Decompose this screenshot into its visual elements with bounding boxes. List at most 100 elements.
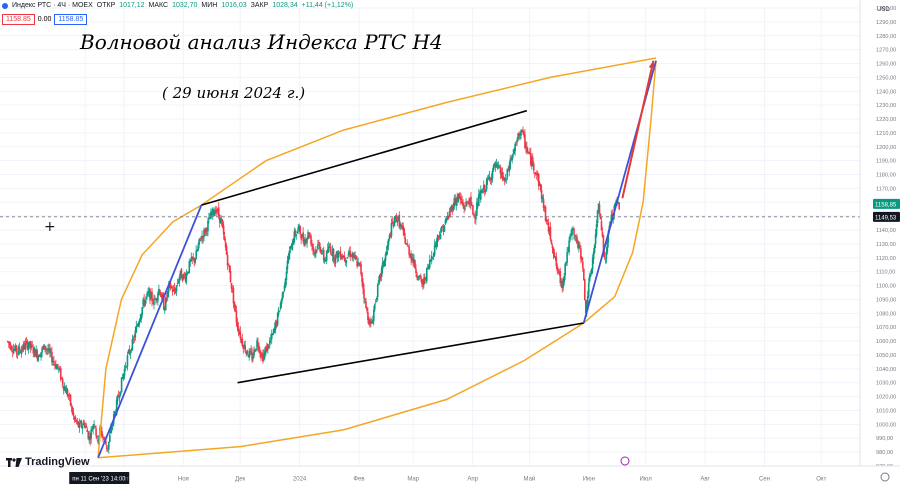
candle-body [343,255,346,260]
candle-body [579,244,581,247]
candle-body [373,309,375,321]
x-tick-label: Ноя [178,477,189,483]
candle-body [260,352,262,357]
candle-body [72,412,75,416]
candle-body [588,275,591,282]
candle-body [148,290,150,294]
candle-body [570,233,572,236]
candle-body [197,245,199,251]
candle-body [170,287,173,288]
candle-body [318,242,320,244]
candle-body [208,217,210,220]
candle-body [204,229,206,234]
candle-body [395,215,398,221]
candle-body [545,218,548,222]
candle-body [8,342,11,346]
candle-body [132,338,135,340]
candle-body [127,350,130,354]
candle-body [313,249,315,253]
sell-button[interactable]: 1158.85 [2,14,35,25]
candle-body [101,431,103,438]
candle-body [261,354,263,356]
y-tick-label: 1170,00 [876,186,896,192]
candle-body [476,202,478,216]
candle-body [304,238,306,245]
candle-body [115,399,118,415]
candle-body [508,166,511,172]
candle-body [437,235,440,237]
candle-body [207,220,209,232]
candle-body [86,429,89,432]
candle-body [217,207,220,217]
candle-body [320,253,323,254]
candle-body [448,211,451,217]
y-tick-label: 1080,00 [876,311,896,317]
candle-body [85,425,88,428]
currency-label: USD [877,7,890,13]
candle-body [531,157,534,163]
candle-body [187,271,190,273]
candle-body [338,253,341,255]
y-tick-label: 1110,00 [876,270,895,276]
x-tick-label: пн 11 Сен '23 14:00 [72,477,126,483]
candle-body [540,189,543,200]
candle-body [407,246,409,248]
candle-body [321,251,324,252]
candle-body [246,350,249,355]
candle-body [298,225,301,229]
candle-body [268,340,271,345]
candle-body [366,308,368,311]
candle-body [22,343,25,350]
candle-body [360,264,362,274]
candle-body [107,448,109,450]
candle-body [234,305,237,311]
candle-body [93,424,95,426]
candle-body [230,282,233,289]
candle-body [138,320,141,325]
candle-body [171,289,174,292]
candle-body [165,297,168,299]
candle-body [522,129,524,133]
settings-icon[interactable] [880,472,890,482]
candle-body [286,260,289,270]
y-tick-label: 1200,00 [876,145,896,151]
candle-body [163,309,166,311]
candle-body [477,201,479,206]
candle-body [236,321,239,328]
candle-body [606,240,609,252]
candle-body [529,152,531,154]
candle-body [257,341,259,347]
candle-body [439,233,442,239]
event-marker-icon[interactable] [620,456,630,466]
x-tick-label: Июл [640,477,653,483]
candle-body [250,350,252,354]
candle-body [195,250,197,260]
candle-body [152,302,154,304]
candle-body [166,291,169,297]
candle-body [592,251,595,260]
candle-body [348,252,351,255]
y-tick-label: 1010,00 [876,408,896,414]
time-axis-bg [0,466,900,488]
candle-body [412,257,414,263]
candle-body [331,249,334,257]
symbol-name[interactable]: Индекс РТС · 4Ч · MOEX [12,2,93,9]
candle-body [227,263,230,265]
high-value: 1032,70 [172,2,198,9]
candle-body [14,345,17,351]
candle-body [150,292,152,299]
candle-body [280,299,283,305]
y-tick-label: 1020,00 [876,395,896,401]
candle-body [211,213,213,215]
candle-body [24,342,27,350]
candle-body [289,245,292,249]
candle-body [41,347,43,353]
candle-body [432,253,435,257]
y-tick-label: 1140,00 [876,228,896,234]
candle-body [394,216,397,219]
candle-body [162,293,164,299]
candle-body [145,296,147,300]
buy-button[interactable]: 1158.85 [54,14,88,25]
